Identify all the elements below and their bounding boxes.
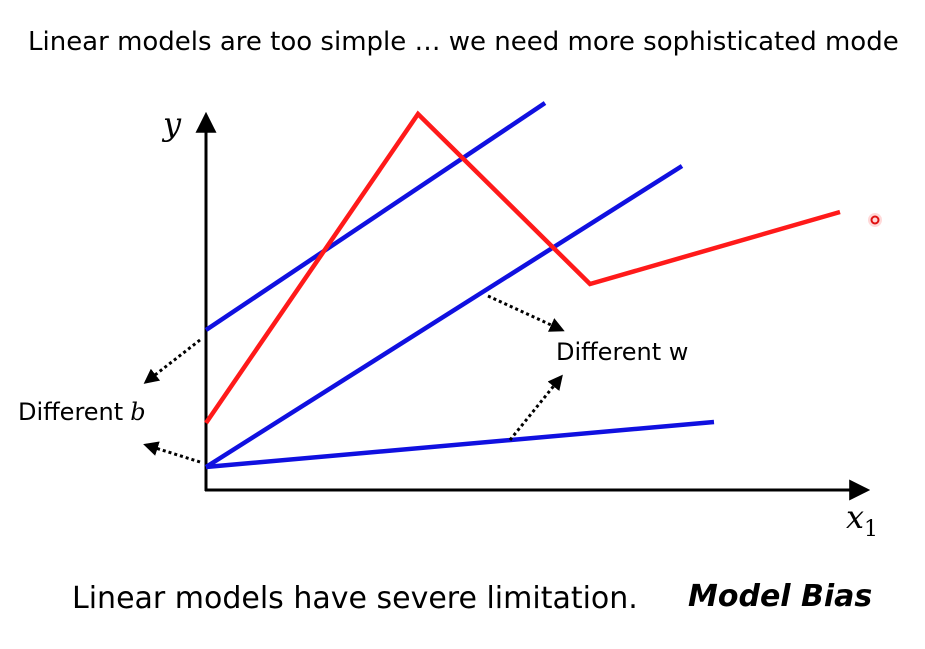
- target-curve: [204, 110, 841, 425]
- annotation-arrow: [143, 338, 201, 384]
- different-b-text: Different: [18, 398, 123, 426]
- annotation-arrow: [508, 374, 563, 441]
- y-axis-label: y: [161, 105, 182, 143]
- pointer-halo: [868, 213, 882, 227]
- linear-model-line: [204, 101, 547, 332]
- x-axis-label: x1: [846, 498, 878, 542]
- footer-emphasis: Model Bias: [688, 579, 872, 614]
- different-b-symbol: b: [130, 398, 145, 426]
- x-axis-subscript: 1: [864, 517, 878, 542]
- pointer: [870, 215, 880, 225]
- x-axis-symbol: x: [846, 498, 864, 536]
- title: Linear models are too simple … we need m…: [28, 27, 899, 57]
- different-b-label: Different b: [18, 398, 146, 426]
- annotation-arrow: [487, 294, 565, 332]
- different-w-label: Different w: [556, 338, 688, 366]
- annotation-arrow: [143, 441, 201, 464]
- footer-text: Linear models have severe limitation.: [72, 581, 638, 616]
- linear-model-line: [204, 164, 684, 469]
- linear-model-line: [205, 419, 715, 470]
